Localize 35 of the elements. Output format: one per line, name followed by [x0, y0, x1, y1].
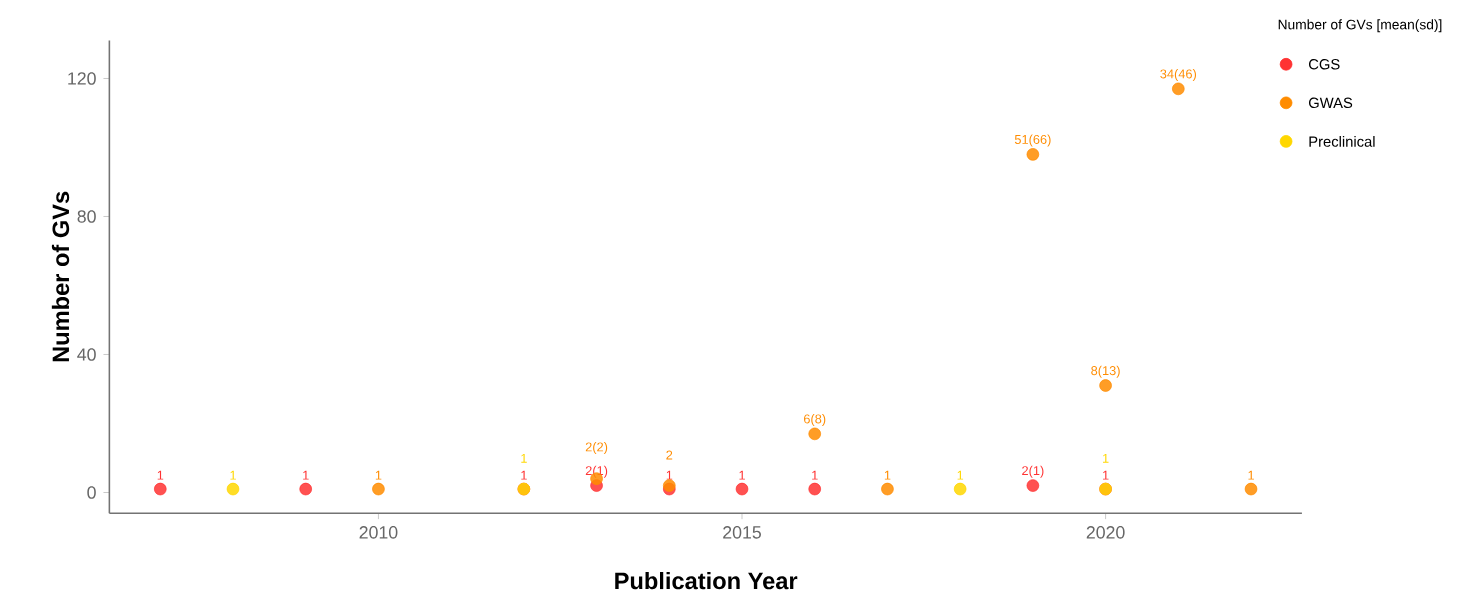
y-axis-title: Number of GVs: [51, 191, 70, 362]
data-label: 1: [812, 470, 818, 480]
data-label: 1: [157, 470, 164, 480]
data-label: 6(8): [803, 414, 826, 426]
data-label: 1: [1103, 470, 1109, 480]
y-tick-label: 40: [77, 348, 96, 361]
legend-title: Number of GVs [mean(sd)]: [1278, 19, 1442, 33]
data-label: 1: [884, 470, 891, 480]
data-label: 8(13): [1091, 365, 1120, 378]
data-label: 51(66): [1014, 134, 1051, 147]
data-label: 34(46): [1160, 69, 1197, 81]
legend-label: GWAS: [1308, 97, 1353, 109]
x-axis-title: Publication Year: [615, 571, 798, 590]
y-tick-label: 120: [68, 72, 96, 85]
data-label: 1: [230, 470, 236, 480]
data-label: 2(2): [585, 442, 608, 454]
x-tick-label: 2020: [1086, 526, 1125, 539]
data-label: 2(1): [1022, 465, 1044, 478]
data-label: 1: [1248, 470, 1254, 480]
y-tick-label: 0: [87, 486, 96, 499]
data-label: 1: [521, 453, 527, 463]
data-label: 1: [375, 470, 382, 480]
data-label: 2: [666, 450, 673, 460]
legend-label: Preclinical: [1309, 135, 1375, 147]
data-label: 1: [957, 470, 964, 480]
data-label: 1: [521, 470, 527, 480]
x-tick-label: 2015: [723, 526, 761, 539]
legend-label: CGS: [1308, 59, 1340, 70]
data-label: 1: [1103, 453, 1109, 463]
x-tick-label: 2010: [359, 526, 398, 539]
y-tick-label: 80: [77, 210, 96, 223]
data-label: 2(1): [585, 465, 608, 478]
data-label: 1: [303, 470, 309, 480]
data-label: 1: [666, 470, 673, 480]
data-label: 1: [739, 470, 745, 480]
